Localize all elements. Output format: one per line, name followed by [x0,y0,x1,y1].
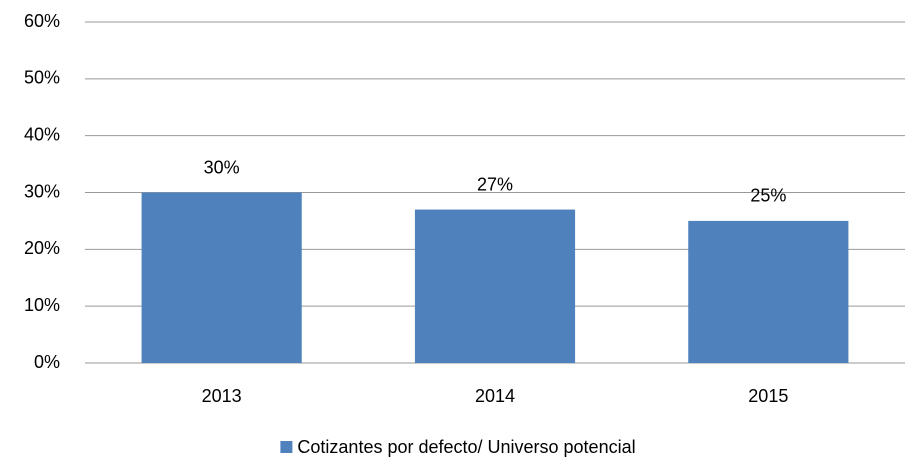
legend-swatch [280,441,293,453]
bar [141,192,302,363]
y-tick-label: 0% [34,352,60,372]
y-tick-label: 10% [24,295,60,315]
value-label: 27% [477,174,513,194]
x-tick-label: 2015 [748,386,788,406]
y-tick-label: 50% [24,68,60,88]
y-tick-label: 30% [24,181,60,201]
x-tick-label: 2014 [475,386,515,406]
y-tick-label: 20% [24,238,60,258]
legend-label: Cotizantes por defecto/ Universo potenci… [297,437,635,457]
y-tick-label: 60% [24,11,60,31]
bar [688,220,849,363]
bar [414,209,576,363]
value-label: 30% [204,157,240,177]
x-tick-label: 2013 [202,386,242,406]
value-label: 25% [750,186,786,206]
y-tick-label: 40% [24,124,60,144]
